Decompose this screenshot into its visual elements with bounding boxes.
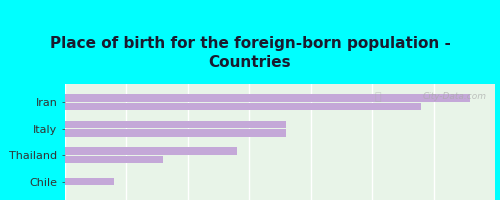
Bar [65,94,470,102]
Bar [65,147,237,155]
Bar [65,121,286,128]
Bar [65,103,422,110]
Text: Place of birth for the foreign-born population -
Countries: Place of birth for the foreign-born popu… [50,36,450,70]
Bar [65,129,286,137]
Bar [65,156,164,163]
Bar [65,178,114,185]
Text: ⓘ: ⓘ [374,92,381,102]
Text: City-Data.com: City-Data.com [422,92,486,101]
